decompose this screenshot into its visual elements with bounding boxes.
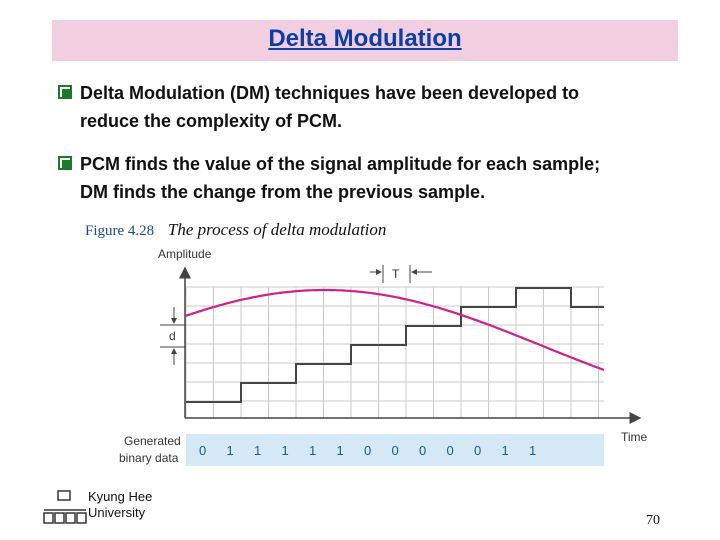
binary-bit: 0 xyxy=(419,443,426,458)
bullet-2-line2: DM finds the change from the previous sa… xyxy=(80,182,486,202)
grid xyxy=(185,286,604,418)
binary-data-box xyxy=(186,434,604,466)
bullet-2-line1: PCM finds the value of the signal amplit… xyxy=(80,154,601,174)
checkbox-bullet-icon xyxy=(58,85,72,99)
y-axis-label: Amplitude xyxy=(158,247,212,261)
step-label: d xyxy=(169,329,176,343)
figure-title: The process of delta modulation xyxy=(167,220,387,239)
title-bar: Delta Modulation xyxy=(52,20,678,61)
binary-bit: 0 xyxy=(199,443,206,458)
binary-bit: 1 xyxy=(529,443,536,458)
checkbox-bullet-icon xyxy=(58,156,72,170)
university-logo-icon xyxy=(43,490,87,524)
binary-bit: 0 xyxy=(447,443,454,458)
binary-bit: 1 xyxy=(254,443,261,458)
binary-bit: 1 xyxy=(282,443,289,458)
bullet-2: PCM finds the value of the signal amplit… xyxy=(58,150,698,206)
analog-signal-curve xyxy=(185,288,605,372)
binary-bit: 1 xyxy=(309,443,316,458)
binary-bit: 1 xyxy=(227,443,234,458)
bullet-1-line1: Delta Modulation (DM) techniques have be… xyxy=(80,83,580,103)
binary-bit: 0 xyxy=(392,443,399,458)
binary-data-bits: 0 1 1 1 1 1 0 0 0 0 0 1 1 xyxy=(199,443,536,458)
page-number: 70 xyxy=(646,513,660,528)
binary-bit: 0 xyxy=(474,443,481,458)
bullet-1: Delta Modulation (DM) techniques have be… xyxy=(58,79,698,135)
university-name-line1: Kyung Hee xyxy=(88,489,153,504)
bullet-1-line2: reduce the complexity of PCM. xyxy=(80,111,343,131)
figure-caption: Figure 4.28 The process of delta modulat… xyxy=(85,220,386,240)
x-axis-label: Time xyxy=(621,430,648,444)
step-size-marker: d xyxy=(160,307,186,365)
binary-bit: 1 xyxy=(337,443,344,458)
binary-bit: 0 xyxy=(364,443,371,458)
university-name: Kyung Hee University xyxy=(88,489,152,521)
binary-data-label-line2: binary data xyxy=(119,451,179,465)
binary-bit: 1 xyxy=(502,443,509,458)
university-name-line2: University xyxy=(88,505,146,520)
binary-data-label-line1: Generated xyxy=(124,434,181,448)
slide-title: Delta Modulation xyxy=(268,25,462,52)
period-label: T xyxy=(392,267,400,281)
period-marker: T xyxy=(370,265,432,283)
figure-number: Figure 4.28 xyxy=(85,223,155,239)
staircase-line xyxy=(186,287,604,403)
staircase-approximation xyxy=(186,287,604,403)
